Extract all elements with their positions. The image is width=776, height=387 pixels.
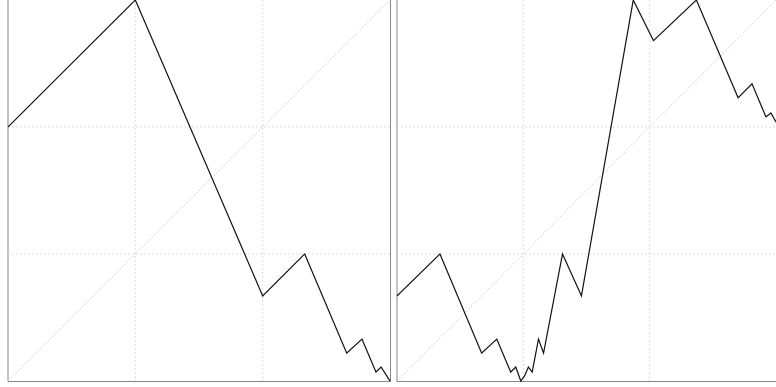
diagonal	[396, 0, 776, 382]
line	[7, 0, 391, 382]
diagonal	[7, 0, 391, 382]
line	[396, 0, 776, 383]
